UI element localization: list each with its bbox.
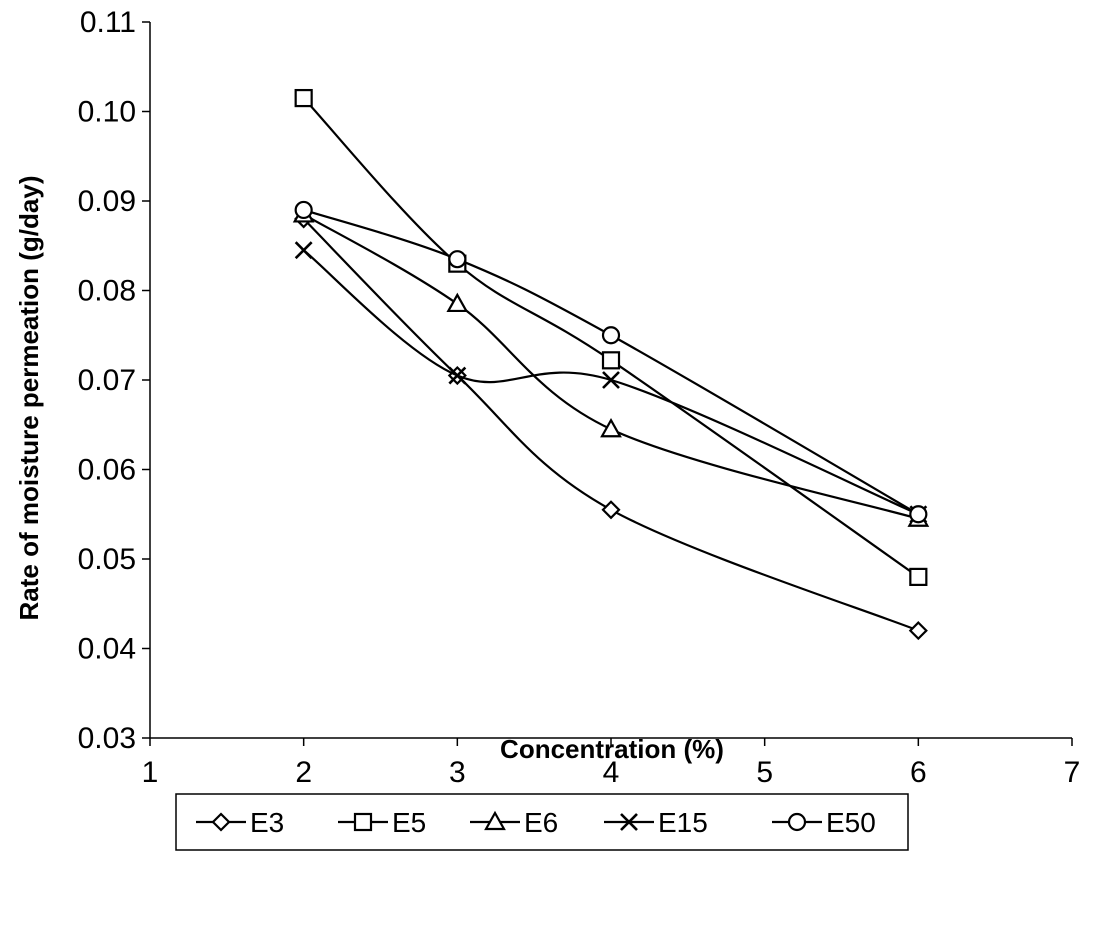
x-tick-label: 1 — [142, 756, 159, 789]
series-line-e6 — [303, 213, 919, 520]
legend-item-e15: E15 — [604, 807, 708, 838]
data-point-e5 — [601, 351, 621, 370]
legend-label-e6: E6 — [524, 807, 558, 838]
legend-marker-e50 — [787, 812, 807, 832]
series-e15 — [294, 241, 928, 524]
series-line-e15 — [302, 249, 919, 516]
legend-marker-e6 — [484, 810, 506, 831]
y-tick-label: 0.05 — [78, 543, 136, 576]
axes: 0.03 0.04 0.05 0.06 0.07 0.08 0.09 0.10 0.11 1 2 3 4… — [78, 6, 1081, 789]
series-e5 — [294, 88, 928, 587]
data-point-e50 — [601, 326, 621, 345]
legend-label-e5: E5 — [392, 807, 426, 838]
data-point-e6 — [446, 292, 469, 313]
x-tick-label: 2 — [295, 756, 312, 789]
data-point-e50 — [448, 250, 467, 269]
y-tick-label: 0.06 — [78, 454, 136, 487]
y-axis-title: Rate of moisture permeation (g/day) — [14, 176, 44, 621]
legend-item-e3: E3 — [196, 807, 284, 838]
y-tick-label: 0.10 — [78, 96, 136, 129]
y-tick-label: 0.07 — [78, 364, 136, 397]
legend-marker-e15 — [620, 813, 638, 831]
x-tick-label: 3 — [449, 756, 466, 789]
y-tick-label: 0.08 — [78, 275, 136, 308]
series-line-e5 — [302, 97, 919, 578]
legend: E3 E5 E6 E15 E50 — [175, 793, 909, 851]
data-point-e50 — [909, 505, 928, 524]
x-tick-label: 5 — [756, 756, 773, 789]
legend-marker-e5 — [353, 812, 373, 832]
legend-label-e50: E50 — [826, 807, 876, 838]
y-tick-label: 0.11 — [80, 6, 136, 39]
y-tick-label: 0.04 — [78, 633, 136, 666]
legend-label-e15: E15 — [658, 807, 708, 838]
series-layer — [292, 88, 930, 641]
y-tick-label: 0.03 — [78, 722, 136, 755]
data-point-e6 — [600, 417, 622, 438]
y-tick-label: 0.09 — [78, 185, 136, 218]
data-point-e15 — [602, 371, 620, 389]
series-e50 — [294, 200, 928, 524]
legend-item-e5: E5 — [338, 807, 426, 838]
data-point-e3 — [601, 500, 621, 520]
series-line-e3 — [302, 218, 919, 632]
legend-item-e50: E50 — [772, 807, 876, 838]
x-tick-label: 7 — [1064, 756, 1081, 789]
series-line-e50 — [303, 208, 919, 516]
x-tick-label: 6 — [910, 756, 927, 789]
data-point-e3 — [908, 621, 928, 641]
x-tick-label: 4 — [603, 756, 620, 789]
data-point-e5 — [909, 567, 928, 587]
legend-item-e6: E6 — [470, 807, 558, 838]
data-point-e15 — [294, 241, 313, 260]
data-point-e50 — [294, 200, 313, 220]
data-point-e5 — [294, 88, 313, 108]
legend-label-e3: E3 — [250, 807, 284, 838]
legend-marker-e3 — [211, 812, 231, 832]
x-axis-title: Concentration (%) — [500, 734, 724, 764]
data-point-e15 — [448, 366, 467, 385]
